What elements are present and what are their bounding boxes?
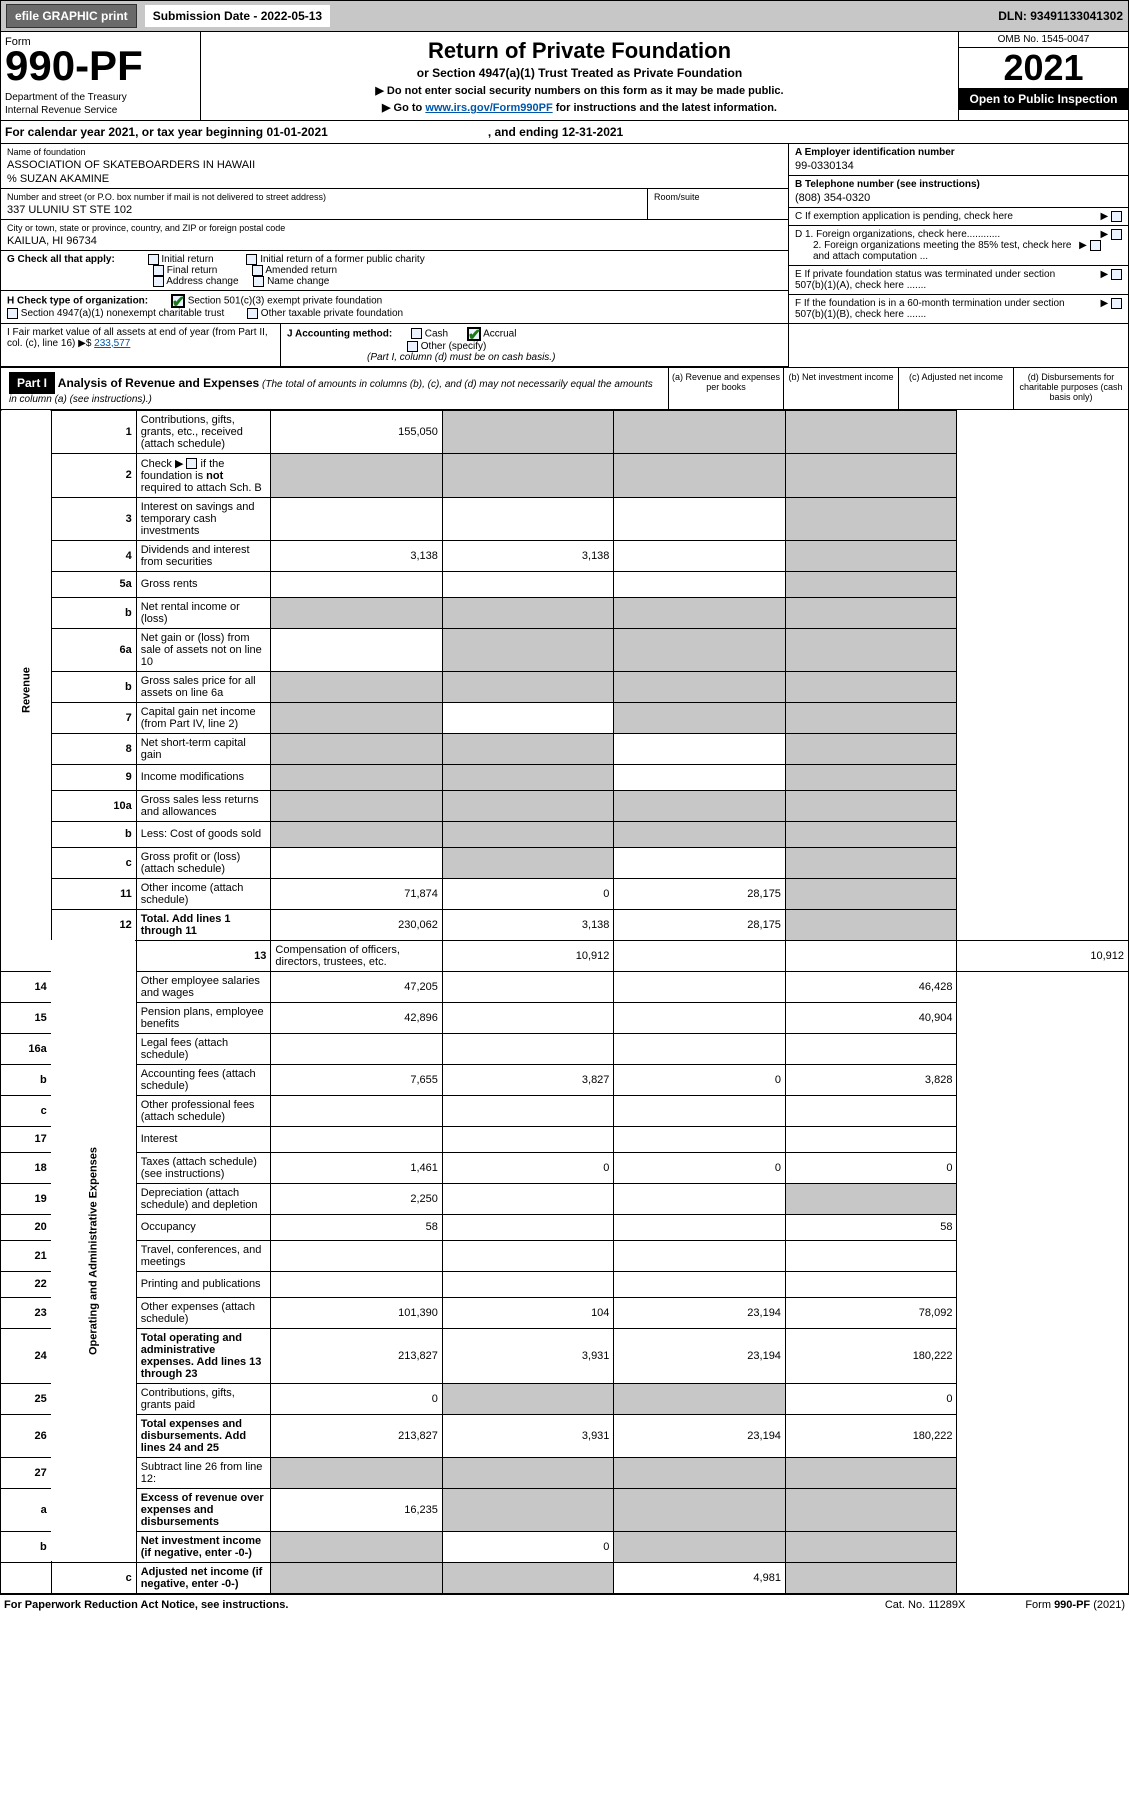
checkbox-name-change[interactable] [253,276,264,287]
part1-label: Part I [9,372,55,394]
open-to-public: Open to Public Inspection [959,88,1128,110]
checkbox-amended[interactable] [252,265,263,276]
section-f: F If the foundation is in a 60-month ter… [795,298,1075,320]
checkbox-f[interactable] [1111,298,1122,309]
checkbox-d2[interactable] [1090,240,1101,251]
note-ssn: ▶ Do not enter social security numbers o… [207,84,952,97]
fmv-value: 233,577 [94,338,130,349]
ein-label: A Employer identification number [795,147,955,158]
foundation-name: ASSOCIATION OF SKATEBOARDERS IN HAWAII [7,159,782,171]
checkbox-accrual[interactable] [467,327,481,341]
street-address: 337 ULUNIU ST STE 102 [7,204,641,216]
part1-table: Revenue 1 Contributions, gifts, grants, … [0,410,1129,1594]
col-d-note: (Part I, column (d) must be on cash basi… [367,352,555,363]
section-i-label: I Fair market value of all assets at end… [7,327,268,349]
cat-number: Cat. No. 11289X [885,1599,966,1611]
paperwork-notice: For Paperwork Reduction Act Notice, see … [4,1599,288,1611]
info-grid: Name of foundation ASSOCIATION OF SKATEB… [0,144,1129,367]
dept-irs: Internal Revenue Service [5,105,196,116]
phone-value: (808) 354-0320 [795,192,1122,204]
efile-graphic-button[interactable]: efile GRAPHIC print [6,4,137,28]
form-header: Form 990-PF Department of the Treasury I… [0,32,1129,121]
dept-treasury: Department of the Treasury [5,92,196,103]
section-d2: 2. Foreign organizations meeting the 85%… [813,240,1073,262]
room-label: Room/suite [654,192,782,202]
top-bar: efile GRAPHIC print Submission Date - 20… [0,0,1129,32]
care-of: % SUZAN AKAMINE [7,173,782,185]
checkbox-c[interactable] [1111,211,1122,222]
section-d1: D 1. Foreign organizations, check here..… [795,229,1000,240]
submission-date: Submission Date - 2022-05-13 [145,5,330,27]
dln: DLN: 93491133041302 [998,9,1123,23]
col-a-header: (a) Revenue and expenses per books [668,368,783,409]
checkbox-initial-return[interactable] [148,254,159,265]
col-c-header: (c) Adjusted net income [898,368,1013,409]
name-label: Name of foundation [7,147,782,157]
checkbox-sch-b[interactable] [186,458,197,469]
col-d-header: (d) Disbursements for charitable purpose… [1013,368,1128,409]
checkbox-e[interactable] [1111,269,1122,280]
checkbox-final-return[interactable] [153,265,164,276]
note-url: ▶ Go to www.irs.gov/Form990PF for instru… [207,101,952,114]
section-e: E If private foundation status was termi… [795,269,1075,291]
checkbox-501c3[interactable] [171,294,185,308]
revenue-side-label: Revenue [1,410,52,971]
section-c: C If exemption application is pending, c… [795,211,1013,222]
col-b-header: (b) Net investment income [783,368,898,409]
form-number: 990-PF [5,42,196,90]
checkbox-address-change[interactable] [153,276,164,287]
opadmin-side-label: Operating and Administrative Expenses [51,940,136,1562]
checkbox-other-taxable[interactable] [247,308,258,319]
addr-label: Number and street (or P.O. box number if… [7,192,641,202]
checkbox-other-method[interactable] [407,341,418,352]
irs-link[interactable]: www.irs.gov/Form990PF [425,102,552,114]
tax-year: 2021 [959,48,1128,88]
calendar-year-line: For calendar year 2021, or tax year begi… [0,121,1129,144]
city-label: City or town, state or province, country… [7,223,782,233]
form-ref: Form 990-PF (2021) [1025,1599,1125,1611]
checkbox-4947[interactable] [7,308,18,319]
form-subtitle: or Section 4947(a)(1) Trust Treated as P… [207,66,952,80]
part1-title: Analysis of Revenue and Expenses [58,376,259,390]
omb-number: OMB No. 1545-0047 [959,32,1128,48]
form-title: Return of Private Foundation [207,38,952,64]
section-g: G Check all that apply: Initial return I… [1,251,788,291]
ein-value: 99-0330134 [795,160,1122,172]
city-state-zip: KAILUA, HI 96734 [7,235,782,247]
phone-label: B Telephone number (see instructions) [795,179,980,190]
checkbox-d1[interactable] [1111,229,1122,240]
footer: For Paperwork Reduction Act Notice, see … [0,1594,1129,1615]
checkbox-initial-former[interactable] [246,254,257,265]
section-h: H Check type of organization: Section 50… [1,291,788,323]
checkbox-cash[interactable] [411,328,422,339]
part1-header-row: Part I Analysis of Revenue and Expenses … [0,367,1129,410]
